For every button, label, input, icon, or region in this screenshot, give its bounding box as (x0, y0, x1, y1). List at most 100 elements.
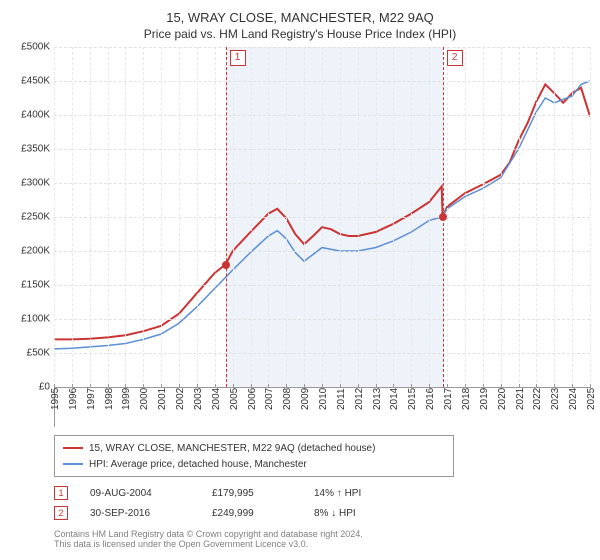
gridline-v (268, 47, 269, 387)
y-tick-label: £400K (10, 110, 50, 121)
gridline-v (429, 47, 430, 387)
sale-vline (226, 47, 227, 387)
legend-swatch-hpi (63, 463, 83, 465)
x-tick-label: 2007 (264, 388, 275, 410)
x-tick-label: 2022 (532, 388, 543, 410)
x-tick-label: 2015 (407, 388, 418, 410)
gridline-v (161, 47, 162, 387)
sale-marker-badge: 2 (54, 506, 68, 520)
attribution-line: Contains HM Land Registry data © Crown c… (54, 529, 590, 539)
sale-dot (222, 261, 230, 269)
gridline-v (393, 47, 394, 387)
chart-title: 15, WRAY CLOSE, MANCHESTER, M22 9AQ (10, 10, 590, 25)
sale-delta: 14% ↑ HPI (314, 488, 394, 499)
y-tick-label: £150K (10, 280, 50, 291)
gridline-v (197, 47, 198, 387)
gridline-v (322, 47, 323, 387)
x-tick-label: 2024 (568, 388, 579, 410)
legend-label-subject: 15, WRAY CLOSE, MANCHESTER, M22 9AQ (det… (89, 443, 375, 454)
y-tick-label: £200K (10, 246, 50, 257)
gridline-v (519, 47, 520, 387)
gridline-v (554, 47, 555, 387)
gridline-v (465, 47, 466, 387)
x-tick-label: 2014 (389, 388, 400, 410)
gridline-v (376, 47, 377, 387)
x-tick-label: 1996 (68, 388, 79, 410)
x-tick-label: 2005 (229, 388, 240, 410)
x-tick-label: 2023 (550, 388, 561, 410)
x-tick-label: 2001 (157, 388, 168, 410)
gridline-v (536, 47, 537, 387)
y-tick-label: £450K (10, 76, 50, 87)
x-tick-label: 2010 (318, 388, 329, 410)
sale-marker-badge: 1 (230, 50, 246, 66)
x-tick-label: 1995 (50, 388, 61, 410)
gridline-v (108, 47, 109, 387)
y-tick-label: £50K (10, 348, 50, 359)
legend-label-hpi: HPI: Average price, detached house, Manc… (89, 459, 307, 470)
x-tick-label: 2016 (425, 388, 436, 410)
sale-marker-badge: 2 (447, 50, 463, 66)
attribution-line: This data is licensed under the Open Gov… (54, 539, 590, 549)
plot-area: 12 (54, 47, 590, 387)
x-tick-label: 2008 (282, 388, 293, 410)
sale-row: 1 09-AUG-2004 £179,995 14% ↑ HPI (54, 483, 590, 503)
x-tick-label: 1999 (121, 388, 132, 410)
gridline-v (340, 47, 341, 387)
gridline-v (143, 47, 144, 387)
gridline-v (233, 47, 234, 387)
y-tick-label: £500K (10, 42, 50, 53)
x-tick-label: 2018 (461, 388, 472, 410)
legend-row-hpi: HPI: Average price, detached house, Manc… (63, 456, 445, 472)
sale-date: 09-AUG-2004 (90, 488, 190, 499)
gridline-v (447, 47, 448, 387)
x-tick-label: 1998 (104, 388, 115, 410)
gridline-v (483, 47, 484, 387)
sale-row: 2 30-SEP-2016 £249,999 8% ↓ HPI (54, 503, 590, 523)
attribution: Contains HM Land Registry data © Crown c… (54, 529, 590, 549)
sales-table: 1 09-AUG-2004 £179,995 14% ↑ HPI 2 30-SE… (54, 483, 590, 523)
y-tick-label: £250K (10, 212, 50, 223)
legend-row-subject: 15, WRAY CLOSE, MANCHESTER, M22 9AQ (det… (63, 440, 445, 456)
x-tick-label: 2025 (586, 388, 597, 410)
x-tick-label: 2020 (497, 388, 508, 410)
gridline-v (286, 47, 287, 387)
y-axis: £0 £50K £100K £150K £200K £250K £300K £350K £400… (10, 47, 54, 427)
x-tick-label: 2017 (443, 388, 454, 410)
gridline-v (54, 47, 55, 387)
y-tick-label: £350K (10, 144, 50, 155)
legend-box: 15, WRAY CLOSE, MANCHESTER, M22 9AQ (det… (54, 435, 454, 477)
gridline-v (411, 47, 412, 387)
gridline-v (358, 47, 359, 387)
x-tick-label: 2002 (175, 388, 186, 410)
y-tick-label: £300K (10, 178, 50, 189)
gridline-v (572, 47, 573, 387)
gridline-v (304, 47, 305, 387)
sale-dot (439, 213, 447, 221)
x-tick-label: 2006 (247, 388, 258, 410)
chart-subtitle: Price paid vs. HM Land Registry's House … (10, 27, 590, 41)
y-tick-label: £100K (10, 314, 50, 325)
gridline-v (90, 47, 91, 387)
x-axis: 1995199619971998199920002001200220032004… (54, 387, 590, 427)
x-tick-label: 2021 (515, 388, 526, 410)
gridline-v (251, 47, 252, 387)
gridline-v (72, 47, 73, 387)
sale-price: £249,999 (212, 508, 292, 519)
y-tick-label: £0 (10, 382, 50, 393)
gridline-v (125, 47, 126, 387)
sale-date: 30-SEP-2016 (90, 508, 190, 519)
x-tick-label: 2012 (354, 388, 365, 410)
x-tick-label: 2009 (300, 388, 311, 410)
sale-price: £179,995 (212, 488, 292, 499)
x-tick-label: 2003 (193, 388, 204, 410)
legend-swatch-subject (63, 447, 83, 449)
x-tick-label: 2011 (336, 388, 347, 410)
sale-delta: 8% ↓ HPI (314, 508, 394, 519)
gridline-v (179, 47, 180, 387)
gridline-v (215, 47, 216, 387)
gridline-v (590, 47, 591, 387)
x-tick-label: 2000 (139, 388, 150, 410)
sale-marker-badge: 1 (54, 486, 68, 500)
plot-container: £0 £50K £100K £150K £200K £250K £300K £350K £400… (10, 47, 590, 427)
